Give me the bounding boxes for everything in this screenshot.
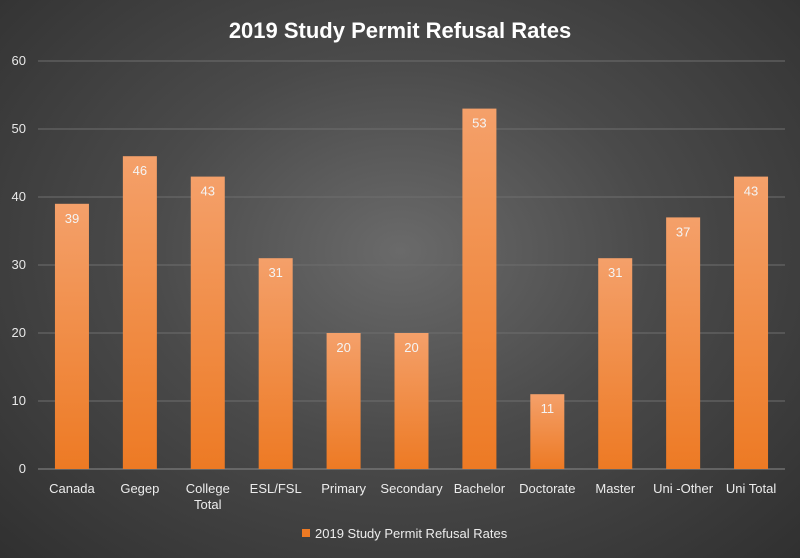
category-label: Bachelor xyxy=(454,481,506,496)
category-label: Uni Total xyxy=(726,481,776,496)
data-label: 11 xyxy=(541,401,555,416)
y-tick-label: 60 xyxy=(12,53,26,68)
x-axis-categories: Canada Gegep College Total ESL/FSL Primary Sec… xyxy=(49,481,776,512)
data-label: 53 xyxy=(472,116,486,131)
bar xyxy=(258,258,293,469)
data-labels: 39 46 43 31 20 20 53 11 31 37 43 xyxy=(65,116,759,417)
legend-label: 2019 Study Permit Refusal Rates xyxy=(315,526,508,541)
data-label: 43 xyxy=(744,184,758,199)
data-label: 43 xyxy=(201,184,215,199)
bar xyxy=(122,156,157,469)
data-label: 37 xyxy=(676,224,690,239)
category-label: Gegep xyxy=(120,481,159,496)
bar xyxy=(54,203,89,470)
data-label: 20 xyxy=(336,340,350,355)
bars xyxy=(54,108,769,470)
data-label: 39 xyxy=(65,211,79,226)
y-tick-label: 40 xyxy=(12,189,26,204)
y-tick-label: 0 xyxy=(19,461,26,476)
data-label: 46 xyxy=(133,163,147,178)
bar xyxy=(394,333,429,469)
category-label: Master xyxy=(595,481,635,496)
bar xyxy=(598,258,633,469)
y-tick-label: 50 xyxy=(12,121,26,136)
category-label: Primary xyxy=(321,481,366,496)
y-axis-ticks: 0 10 20 30 40 50 60 xyxy=(12,53,26,476)
bar xyxy=(326,333,361,469)
y-tick-label: 10 xyxy=(12,393,26,408)
data-label: 31 xyxy=(608,265,622,280)
data-label: 20 xyxy=(404,340,418,355)
category-label: Secondary xyxy=(380,481,443,496)
legend-swatch xyxy=(302,529,310,537)
bar xyxy=(462,108,497,469)
chart-title: 2019 Study Permit Refusal Rates xyxy=(229,18,571,43)
y-tick-label: 20 xyxy=(12,325,26,340)
legend: 2019 Study Permit Refusal Rates xyxy=(302,526,508,541)
category-label: Uni -Other xyxy=(653,481,714,496)
category-label: Doctorate xyxy=(519,481,575,496)
category-label: Canada xyxy=(49,481,95,496)
category-label: ESL/FSL xyxy=(250,481,302,496)
bar xyxy=(666,217,701,469)
bar xyxy=(734,176,769,469)
category-label: College Total xyxy=(186,481,230,512)
bar xyxy=(530,394,565,469)
data-label: 31 xyxy=(268,265,282,280)
bar xyxy=(190,176,225,469)
y-tick-label: 30 xyxy=(12,257,26,272)
